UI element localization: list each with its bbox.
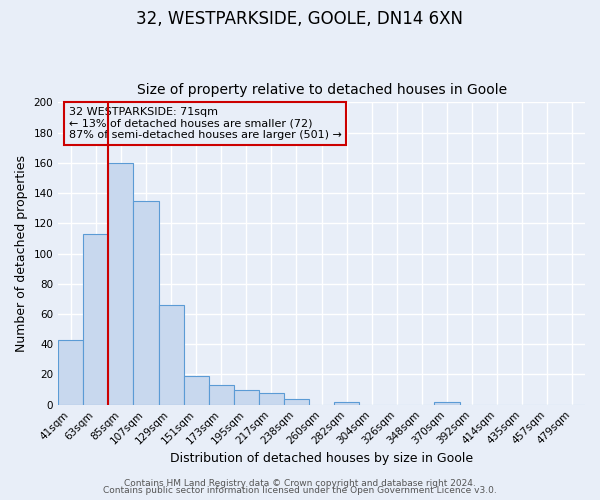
Bar [334, 402, 359, 404]
Bar [184, 376, 209, 404]
Text: Contains HM Land Registry data © Crown copyright and database right 2024.: Contains HM Land Registry data © Crown c… [124, 478, 476, 488]
Bar [284, 398, 309, 404]
Text: 32 WESTPARKSIDE: 71sqm
← 13% of detached houses are smaller (72)
87% of semi-det: 32 WESTPARKSIDE: 71sqm ← 13% of detached… [69, 107, 341, 140]
Text: 32, WESTPARKSIDE, GOOLE, DN14 6XN: 32, WESTPARKSIDE, GOOLE, DN14 6XN [137, 10, 464, 28]
Bar [234, 390, 259, 404]
Bar [434, 402, 460, 404]
X-axis label: Distribution of detached houses by size in Goole: Distribution of detached houses by size … [170, 452, 473, 465]
Y-axis label: Number of detached properties: Number of detached properties [15, 155, 28, 352]
Bar [158, 305, 184, 404]
Bar [209, 385, 234, 404]
Title: Size of property relative to detached houses in Goole: Size of property relative to detached ho… [137, 83, 506, 97]
Bar [259, 392, 284, 404]
Bar [58, 340, 83, 404]
Bar [109, 163, 133, 404]
Bar [133, 200, 158, 404]
Bar [83, 234, 109, 404]
Text: Contains public sector information licensed under the Open Government Licence v3: Contains public sector information licen… [103, 486, 497, 495]
